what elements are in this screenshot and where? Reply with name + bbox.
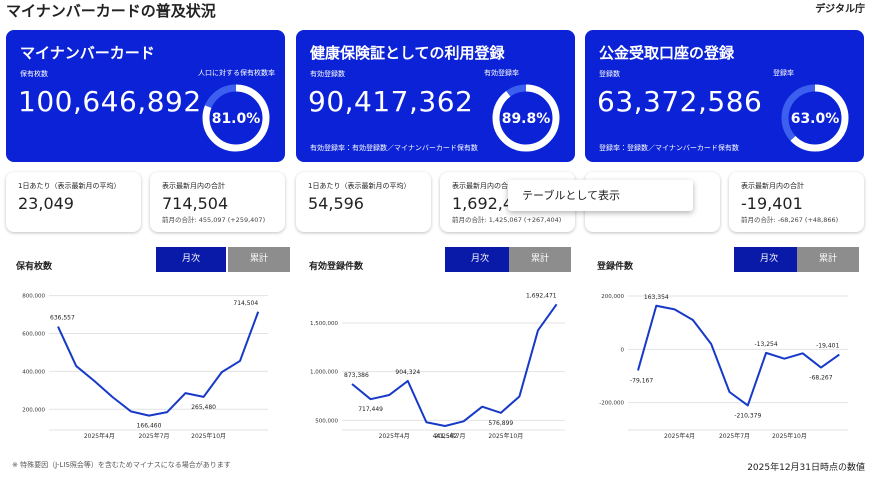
- x-tick-label: 2025年4月: [379, 432, 410, 440]
- tooltip[interactable]: テーブルとして表示: [508, 180, 693, 211]
- y-tick-label: 1,000,000: [310, 370, 338, 376]
- stat-box: 表示最新月内の合計 714,504 前月の合計: 455,097 (+259,407…: [150, 172, 285, 232]
- stat-value: 54,596: [308, 194, 364, 213]
- stat-label: 表示最新月内の合計: [741, 182, 804, 190]
- stat-box: 表示最新月内の合計 -19,401 前月の合計: -68,267 (+48,866): [729, 172, 864, 232]
- y-tick-label: 200,000: [22, 407, 45, 413]
- rate-value: 63.0%: [791, 111, 840, 127]
- stat-label: 1日あたり（表示最新月の平均）: [18, 182, 121, 190]
- value-label: 636,557: [50, 315, 75, 322]
- value-label: 166,460: [137, 423, 162, 430]
- toggle-button[interactable]: 累計: [797, 247, 859, 272]
- value-label: -19,401: [816, 343, 839, 350]
- stat-value: 714,504: [162, 194, 229, 213]
- org: デジタル庁: [815, 4, 865, 15]
- donut: 63.0%: [781, 84, 849, 152]
- page-title: マイナンバーカードの普及状況: [6, 2, 216, 20]
- summary-card: 健康保険証としての利用登録有効登録数 90,417,362 有効登録率有効登録率：有…: [296, 30, 575, 162]
- line: [57, 311, 260, 417]
- donut-arc: [202, 84, 270, 152]
- footnote: ※ 特殊要因（J-LIS照会等）を含むためマイナスになる場合があります: [12, 461, 231, 469]
- stat-label: 1日あたり（表示最新月の平均）: [308, 182, 411, 190]
- count-label: 保有枚数: [20, 70, 48, 78]
- rate-label: 人口に対する保有枚数率: [198, 69, 275, 77]
- value-label: 714,504: [233, 300, 258, 307]
- y-tick-label: 500,000: [315, 418, 338, 424]
- x-tick-label: 2025年10月: [191, 432, 226, 440]
- y-tick-label: -200,000: [599, 401, 624, 407]
- value-label: -210,379: [734, 412, 761, 419]
- toggle-button[interactable]: 月次: [734, 247, 804, 272]
- panel-title: 有効登録件数: [309, 262, 364, 272]
- y-tick-label: 800,000: [22, 294, 45, 300]
- count: 63,372,586: [597, 85, 763, 118]
- stat-label: 表示最新月内の合計: [162, 182, 225, 190]
- panel-title: 登録件数: [597, 262, 634, 272]
- as-of: 2025年12月31日時点の数値: [747, 463, 865, 473]
- x-tick-label: 2025年10月: [772, 432, 807, 440]
- x-tick-label: 2025年7月: [138, 432, 169, 440]
- count-label: 登録数: [599, 70, 620, 78]
- rate-label: 有効登録率: [484, 69, 519, 77]
- line: [351, 303, 558, 428]
- stat-box: 1日あたり（表示最新月の平均） 54,596: [296, 172, 431, 232]
- card-title: 公金受取口座の登録: [599, 44, 735, 62]
- x-tick-label: 2025年4月: [664, 432, 695, 440]
- value-label: 873,386: [344, 372, 369, 379]
- panel-title: 保有枚数: [16, 262, 53, 272]
- card-note: 登録率：登録数／マイナンバーカード保有数: [599, 144, 739, 152]
- charts: 200,000 400,000 600,000 800,000 2025年4月 2025年…: [22, 292, 848, 440]
- donut: 81.0%: [202, 84, 270, 152]
- summary-card: マイナンバーカード保有枚数 100,646,892 人口に対する保有枚数率 81.0%: [6, 30, 285, 162]
- x-tick-label: 2025年7月: [719, 432, 750, 440]
- stat-sub: 前月の合計: 1,425,067 (+267,404): [452, 216, 562, 224]
- y-tick-label: 200,000: [601, 294, 624, 300]
- stat-value: 23,049: [18, 194, 74, 213]
- rate-value: 89.8%: [502, 111, 551, 127]
- count: 100,646,892: [18, 85, 202, 118]
- value-label: 1,692,471: [526, 292, 557, 299]
- y-tick-label: 1,500,000: [310, 321, 338, 327]
- x-tick-label: 2025年7月: [434, 432, 465, 440]
- stat-sub: 前月の合計: -68,267 (+48,866): [741, 216, 839, 224]
- donut-arc: [781, 84, 849, 152]
- toggle-button[interactable]: 月次: [445, 247, 515, 272]
- count-label: 有効登録数: [310, 70, 345, 78]
- toggle-button[interactable]: 月次: [156, 247, 226, 272]
- count: 90,417,362: [308, 85, 474, 118]
- stat-box: 1日あたり（表示最新月の平均） 23,049: [6, 172, 141, 232]
- value-label: 441,562: [433, 433, 458, 440]
- rate-value: 81.0%: [212, 111, 261, 127]
- card-title: マイナンバーカード: [20, 44, 155, 62]
- rate-label: 登録率: [773, 69, 794, 77]
- card-note: 有効登録率：有効登録数／マイナンバーカード保有数: [310, 144, 478, 152]
- y-tick-label: 0: [621, 347, 625, 353]
- x-tick-label: 2025年4月: [84, 432, 115, 440]
- toggle-button[interactable]: 累計: [509, 247, 571, 272]
- value-label: 163,354: [644, 294, 669, 301]
- summary-card: 公金受取口座の登録登録数 63,372,586 登録率登録率：登録数／マイナンバーカ…: [585, 30, 864, 162]
- value-label: -79,167: [630, 377, 653, 384]
- card-title: 健康保険証としての利用登録: [310, 44, 505, 62]
- stat-value: -19,401: [741, 194, 803, 213]
- value-label: 576,899: [488, 420, 513, 427]
- stat-sub: 前月の合計: 455,097 (+259,407): [162, 216, 266, 224]
- value-label: -68,267: [809, 375, 832, 382]
- donut: 89.8%: [492, 84, 560, 152]
- value-label: 904,324: [395, 369, 420, 376]
- value-label: 717,449: [358, 406, 383, 413]
- value-label: -13,254: [755, 341, 778, 348]
- value-label: 265,480: [191, 404, 216, 411]
- x-tick-label: 2025年10月: [488, 432, 523, 440]
- toggle-button[interactable]: 累計: [228, 247, 290, 272]
- stat-label: 表示最新月内の合計: [452, 182, 515, 190]
- y-tick-label: 400,000: [22, 369, 45, 375]
- donut-arc: [492, 84, 560, 152]
- line: [637, 304, 840, 407]
- y-tick-label: 600,000: [22, 331, 45, 337]
